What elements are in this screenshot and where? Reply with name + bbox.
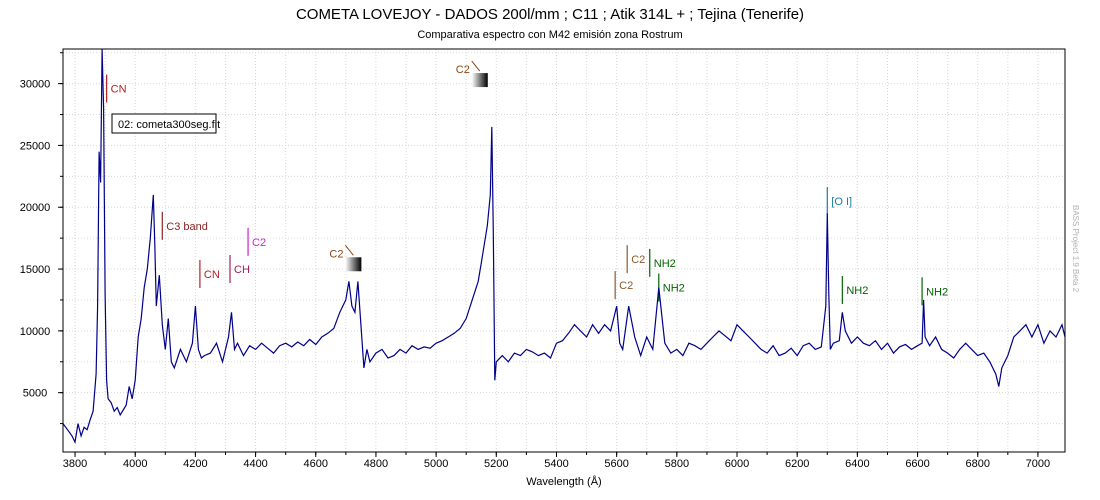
x-axis-label: Wavelength (Å) (526, 475, 601, 488)
x-tick-label: 4000 (123, 458, 147, 470)
annotation-label: C2 (456, 64, 470, 76)
x-tick-label: 4800 (364, 458, 388, 470)
band-head-line (471, 60, 481, 72)
x-tick-label: 5200 (484, 458, 508, 470)
y-tick-label: 25000 (20, 140, 51, 152)
annotation-label: C3 band (166, 221, 208, 233)
annotation-label: C2 (631, 254, 645, 266)
x-tick-label: 5800 (665, 458, 689, 470)
x-tick-label: 4600 (304, 458, 328, 470)
plot-frame (62, 48, 1066, 453)
x-tick-label: 4200 (183, 458, 207, 470)
chart-subtitle: Comparativa espectro con M42 emisión zon… (417, 29, 683, 41)
x-tick-label: 5000 (424, 458, 448, 470)
y-tick-label: 20000 (20, 202, 51, 214)
x-tick-label: 7000 (1026, 458, 1050, 470)
band-head-marker (345, 257, 362, 272)
x-tick-label: 5400 (544, 458, 568, 470)
x-tick-label: 4400 (243, 458, 267, 470)
y-tick-label: 15000 (20, 264, 51, 276)
x-tick-label: 6200 (785, 458, 809, 470)
legend-label: 02: cometa300seg.fit (118, 119, 220, 131)
band-head-marker (471, 73, 488, 88)
x-tick-label: 6800 (965, 458, 989, 470)
watermark: BASS Project 1.9 Beta 2 (1071, 205, 1080, 293)
y-tick-label: 5000 (23, 388, 47, 400)
x-tick-label: 6000 (725, 458, 749, 470)
annotation-label: CN (204, 269, 220, 281)
band-head-line (344, 244, 354, 256)
annotation-label: CH (234, 264, 250, 276)
annotation-label: CN (111, 84, 127, 96)
y-tick-label: 30000 (20, 79, 51, 91)
legend-box (111, 113, 217, 134)
annotation-label: NH2 (846, 285, 868, 297)
annotation-label: NH2 (654, 258, 676, 270)
grid-lines (63, 49, 1065, 452)
annotation-label: C2 (329, 248, 343, 260)
y-tick-label: 10000 (20, 326, 51, 338)
axis-ticks: 3800 4000 4200 4400 4600 4800 5000 5200 5400 5600… (20, 52, 1050, 470)
x-tick-label: 5600 (604, 458, 628, 470)
line-annotations: CN C3 band CN CH C2 C2 C2 C2 C2 NH2 NH2 [O I] NH2 NH2 (106, 60, 948, 306)
series-layer (62, 48, 1066, 445)
annotation-label: C2 (252, 237, 266, 249)
annotation-label: NH2 (663, 283, 685, 295)
x-tick-label: 6400 (845, 458, 869, 470)
series-line (62, 48, 1066, 445)
chart-title: COMETA LOVEJOY - DADOS 200l/mm ; C11 ; A… (295, 6, 805, 23)
x-tick-label: 6600 (905, 458, 929, 470)
x-tick-label: 3800 (63, 458, 87, 470)
annotation-label: [O I] (831, 196, 852, 208)
annotation-label: C2 (619, 280, 633, 292)
annotation-label: NH2 (926, 286, 948, 298)
legend: 02: cometa300seg.fit (111, 113, 220, 134)
